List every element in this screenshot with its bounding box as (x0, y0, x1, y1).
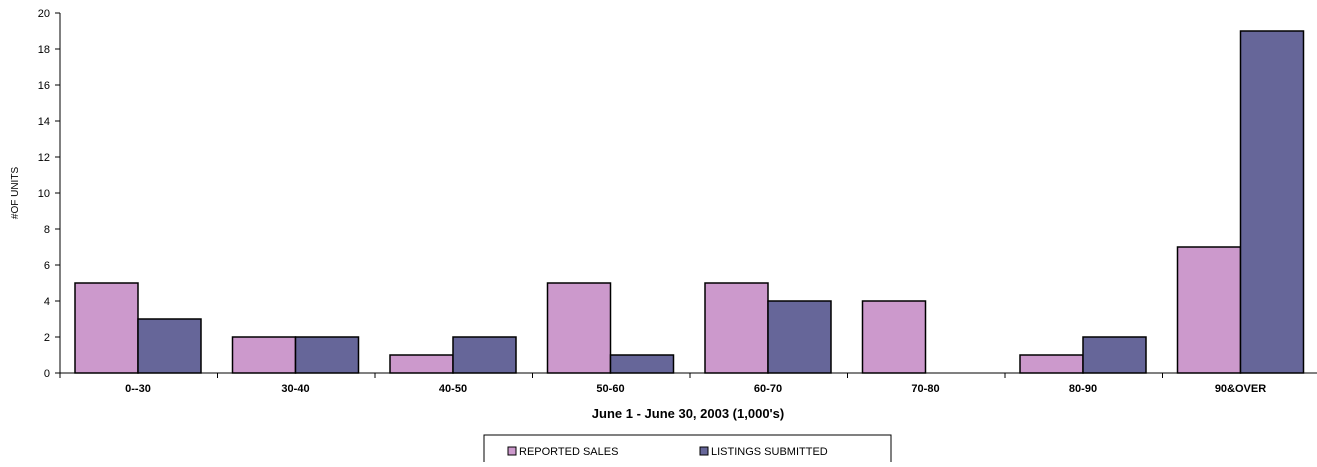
y-tick-label: 18 (38, 44, 50, 56)
legend-swatch (699, 446, 709, 456)
x-tick-label: 40-50 (439, 383, 467, 395)
bar-reported-sales (1019, 354, 1084, 374)
y-tick-label: 4 (44, 296, 50, 308)
bar-reported-sales (861, 300, 927, 374)
bar-reported-sales (704, 282, 769, 374)
y-tick-label: 10 (38, 188, 50, 200)
bar-listings-submitted (452, 336, 517, 374)
bar-listings-submitted (137, 318, 202, 374)
y-tick-label: 0 (44, 368, 50, 380)
legend-label: LISTINGS SUBMITTED (711, 446, 828, 458)
x-axis-title: June 1 - June 30, 2003 (1,000's) (592, 406, 784, 421)
x-tick-label: 0--30 (125, 383, 151, 395)
x-tick-label: 50-60 (596, 383, 624, 395)
legend-label: REPORTED SALES (519, 446, 618, 458)
y-tick-label: 16 (38, 80, 50, 92)
y-tick-label: 14 (38, 116, 50, 128)
bar-listings-submitted (1082, 336, 1147, 374)
bar-reported-sales (231, 336, 297, 374)
x-tick-label: 30-40 (281, 383, 309, 395)
legend-swatch (507, 446, 517, 456)
x-tick-label: 90&OVER (1215, 383, 1266, 395)
y-axis: 0 2 4 6 8 10 12 14 16 18 20 (38, 8, 61, 380)
bar-listings-submitted (1239, 30, 1305, 374)
bar-reported-sales (74, 282, 139, 374)
bar-reported-sales (389, 354, 454, 374)
x-tick-label: 70-80 (911, 383, 939, 395)
bar-reported-sales (1176, 246, 1242, 374)
bars (74, 30, 1305, 374)
x-tick-label: 80-90 (1069, 383, 1097, 395)
y-tick-label: 6 (44, 260, 50, 272)
legend: REPORTED SALES LISTINGS SUBMITTED (483, 434, 892, 467)
bar-listings-submitted (767, 300, 832, 374)
x-tick-label: 60-70 (754, 383, 782, 395)
bar-listings-submitted (294, 336, 360, 374)
y-tick-label: 20 (38, 8, 50, 20)
y-axis-title: #OF UNITS (10, 167, 21, 220)
bar-reported-sales (546, 282, 612, 374)
y-tick-label: 2 (44, 332, 50, 344)
bar-listings-submitted (609, 354, 675, 374)
y-tick-label: 8 (44, 224, 50, 236)
x-axis: 0--30 30-40 40-50 50-60 60-70 70-80 80-90 90&OV… (59, 372, 1317, 395)
y-tick-label: 12 (38, 152, 50, 164)
